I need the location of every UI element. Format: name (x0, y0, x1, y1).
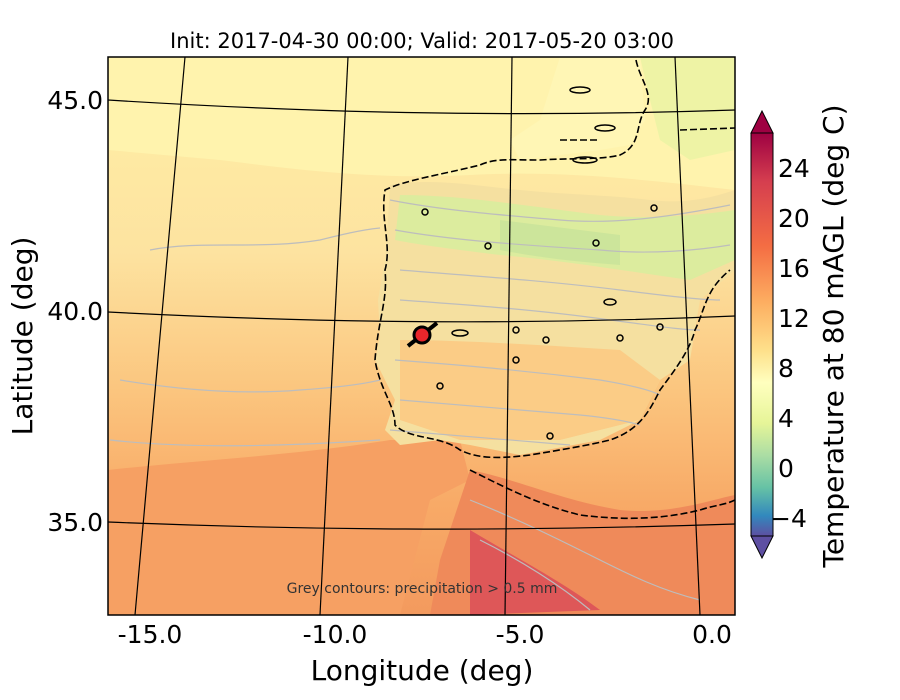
colorbar-tick: 0 (778, 454, 794, 483)
precip-annotation: Grey contours: precipitation > 0.5 mm (287, 581, 558, 597)
x-tick-label: -5.0 (496, 620, 545, 649)
colorbar-scale (750, 132, 774, 537)
small-contour-outlines (421, 86, 664, 440)
graticule (108, 57, 735, 615)
map-panel: Grey contours: precipitation > 0.5 mm (108, 57, 735, 615)
y-tick-label: 45.0 (47, 86, 103, 115)
x-axis-label: Longitude (deg) (311, 654, 534, 687)
y-axis: 45.0 40.0 35.0 Latitude (deg) (6, 86, 103, 537)
colorbar-tick: 12 (778, 304, 810, 333)
precip-contours (109, 199, 731, 611)
x-axis: -15.0 -10.0 -5.0 0.0 Longitude (deg) (118, 620, 732, 687)
y-tick-label: 35.0 (47, 508, 103, 537)
colorbar-tick: 16 (778, 254, 810, 283)
colorbar-tick: −4 (770, 504, 807, 533)
site-marker-icon (406, 321, 439, 348)
coastlines (374, 59, 735, 520)
france-land (510, 57, 645, 160)
plot-title: Init: 2017-04-30 00:00; Valid: 2017-05-2… (170, 29, 674, 53)
colorbar: 24 20 16 12 8 4 0 −4 Temperature at 80 m… (750, 104, 850, 569)
colorbar-tick: 4 (778, 404, 794, 433)
colorbar-label: Temperature at 80 mAGL (deg C) (817, 104, 850, 568)
meseta-cool (500, 220, 620, 265)
y-tick-label: 40.0 (47, 297, 103, 326)
x-tick-label: -15.0 (118, 620, 183, 649)
y-axis-label: Latitude (deg) (6, 237, 39, 436)
colorbar-tick: 24 (778, 154, 810, 183)
colorbar-tick: 20 (778, 204, 810, 233)
colorbar-max-arrow (750, 109, 774, 134)
x-tick-label: 0.0 (692, 620, 732, 649)
colorbar-tick: 8 (778, 354, 794, 383)
alpine-region (640, 57, 735, 160)
colorbar-min-arrow (750, 535, 774, 560)
map-frame (107, 56, 736, 616)
x-tick-label: -10.0 (303, 620, 368, 649)
southern-iberia-warm (400, 340, 660, 440)
